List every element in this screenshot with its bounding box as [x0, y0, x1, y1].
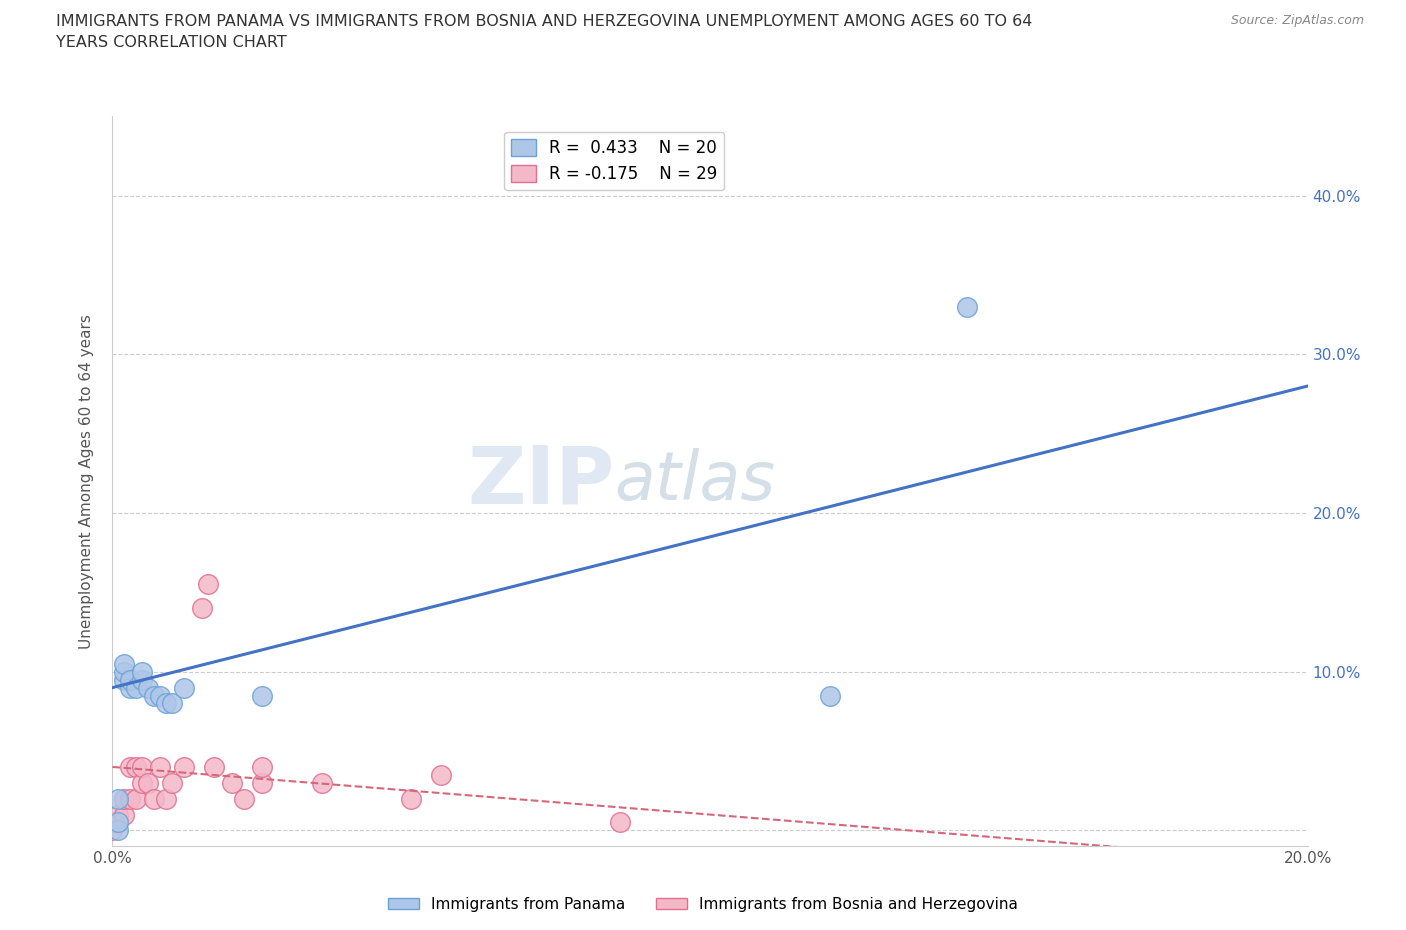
- Point: [125, 791, 148, 806]
- Point: [818, 688, 841, 703]
- Point: [250, 776, 273, 790]
- Point: [956, 299, 979, 314]
- Point: [202, 760, 225, 775]
- Point: [114, 791, 135, 806]
- Point: [120, 760, 142, 775]
- Point: [120, 672, 142, 687]
- Point: [107, 791, 129, 806]
- Text: Source: ZipAtlas.com: Source: ZipAtlas.com: [1230, 14, 1364, 27]
- Point: [107, 815, 129, 830]
- Point: [114, 664, 135, 679]
- Point: [155, 791, 177, 806]
- Point: [197, 577, 219, 591]
- Point: [125, 760, 148, 775]
- Point: [173, 680, 195, 695]
- Point: [250, 688, 273, 703]
- Text: atlas: atlas: [614, 448, 776, 514]
- Legend: R =  0.433    N = 20, R = -0.175    N = 29: R = 0.433 N = 20, R = -0.175 N = 29: [505, 132, 724, 190]
- Point: [221, 776, 243, 790]
- Point: [233, 791, 256, 806]
- Point: [149, 760, 172, 775]
- Point: [155, 696, 177, 711]
- Point: [191, 601, 214, 616]
- Point: [114, 672, 135, 687]
- Point: [114, 807, 135, 822]
- Point: [609, 815, 631, 830]
- Point: [131, 776, 153, 790]
- Point: [131, 664, 153, 679]
- Point: [143, 688, 166, 703]
- Point: [107, 823, 129, 838]
- Point: [162, 696, 183, 711]
- Point: [162, 776, 183, 790]
- Point: [101, 815, 124, 830]
- Point: [173, 760, 195, 775]
- Point: [311, 776, 333, 790]
- Point: [138, 680, 160, 695]
- Point: [107, 807, 129, 822]
- Point: [250, 760, 273, 775]
- Point: [120, 791, 142, 806]
- Text: ZIP: ZIP: [467, 443, 614, 520]
- Point: [149, 688, 172, 703]
- Point: [107, 815, 129, 830]
- Point: [101, 823, 124, 838]
- Point: [131, 672, 153, 687]
- Point: [125, 680, 148, 695]
- Point: [138, 776, 160, 790]
- Point: [120, 680, 142, 695]
- Point: [143, 791, 166, 806]
- Point: [131, 760, 153, 775]
- Legend: Immigrants from Panama, Immigrants from Bosnia and Herzegovina: Immigrants from Panama, Immigrants from …: [382, 891, 1024, 918]
- Point: [430, 767, 453, 782]
- Point: [401, 791, 423, 806]
- Y-axis label: Unemployment Among Ages 60 to 64 years: Unemployment Among Ages 60 to 64 years: [79, 313, 94, 649]
- Point: [114, 657, 135, 671]
- Text: IMMIGRANTS FROM PANAMA VS IMMIGRANTS FROM BOSNIA AND HERZEGOVINA UNEMPLOYMENT AM: IMMIGRANTS FROM PANAMA VS IMMIGRANTS FRO…: [56, 14, 1032, 50]
